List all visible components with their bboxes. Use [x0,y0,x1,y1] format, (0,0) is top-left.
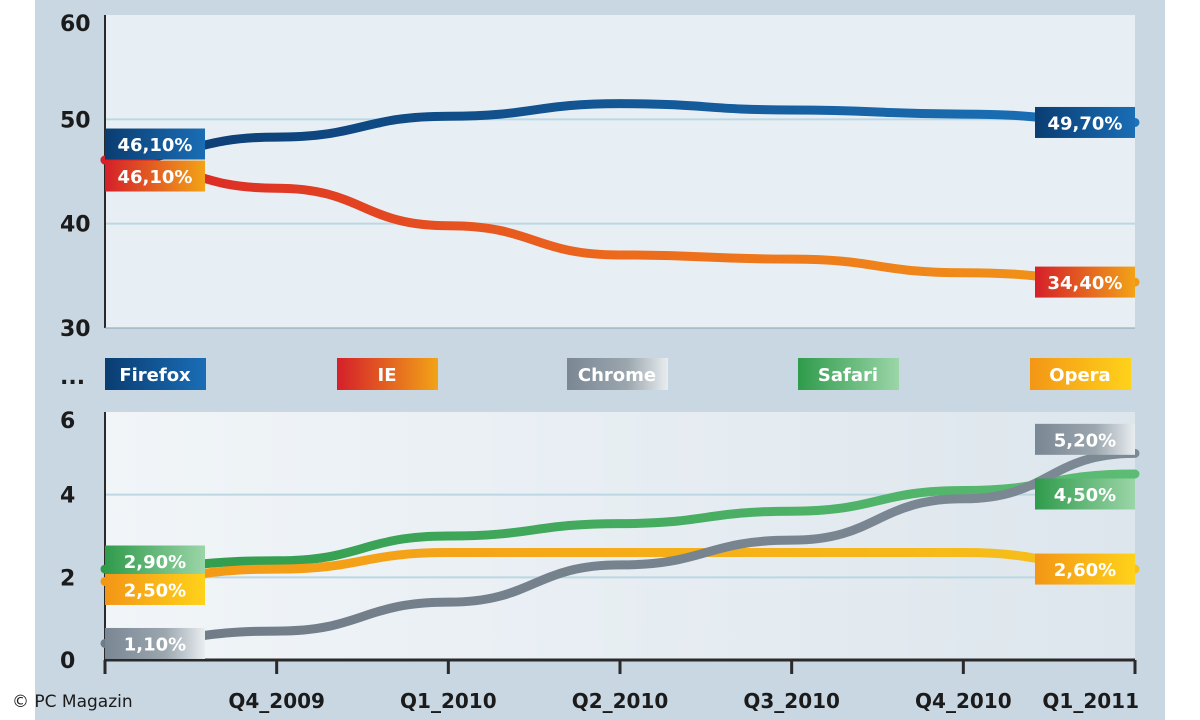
credit-text: © PC Magazin [12,692,133,712]
series-line-ie [100,155,1140,287]
value-label-safari-end: 4,50% [1035,478,1135,510]
svg-text:2,60%: 2,60% [1054,560,1116,581]
y-tick-label: 50 [60,108,91,133]
x-tick-label: Q4_2009 [228,689,325,713]
series-line-chrome [100,448,1140,648]
y-tick-label: 0 [60,649,75,674]
x-tick-label: Q1_2010 [400,689,497,713]
svg-text:46,10%: 46,10% [118,135,193,156]
svg-text:2,50%: 2,50% [124,580,186,601]
svg-text:46,10%: 46,10% [118,167,193,188]
svg-text:49,70%: 49,70% [1048,113,1123,134]
legend-label: Safari [818,365,878,386]
y-tick-label: 6 [60,409,75,434]
x-tick-label: Q4_2010 [915,689,1012,713]
legend-swatch [567,358,668,390]
top-plot-area [105,15,1135,328]
svg-text:5,20%: 5,20% [1054,430,1116,451]
legend-label: Opera [1049,365,1110,386]
bottom-plot-area [105,412,1135,660]
x-tick-label: Q3_2010 [743,689,840,713]
value-label-opera-end: 2,60% [1035,553,1135,585]
value-label-chrome-start: 1,10% [105,627,205,659]
legend-swatch [105,358,206,390]
legend-item-safari: Safari [798,358,899,390]
value-label-ie-start: 46,10% [105,160,205,192]
legend-label: IE [378,365,397,386]
y-tick-label: 30 [60,317,91,342]
legend-label: Chrome [578,365,656,386]
legend-swatch [798,358,899,390]
svg-text:2,90%: 2,90% [124,552,186,573]
legend-item-firefox: Firefox [105,358,206,390]
value-label-chrome-end: 5,20% [1035,423,1135,455]
value-label-firefox-end: 49,70% [1035,106,1135,138]
legend-swatch [337,358,438,390]
value-label-ie-end: 34,40% [1035,266,1135,298]
svg-text:4,50%: 4,50% [1054,485,1116,506]
svg-text:34,40%: 34,40% [1048,273,1123,294]
x-tick-label: Q1_2011 [1042,689,1139,713]
value-label-firefox-start: 46,10% [105,128,205,160]
value-label-opera-start: 2,50% [105,573,205,605]
legend-swatch [1030,358,1131,390]
y-tick-label: 2 [60,566,75,591]
y-tick-label: 60 [60,12,91,37]
legend-item-chrome: Chrome [567,358,668,390]
series-line-firefox [100,99,1140,165]
value-label-safari-start: 2,90% [105,545,205,577]
legend-item-opera: Opera [1030,358,1131,390]
legend-ellipsis: ... [60,365,85,390]
y-tick-label: 40 [60,213,91,238]
svg-text:1,10%: 1,10% [124,634,186,655]
series-line-safari [100,469,1140,574]
legend-item-ie: IE [337,358,438,390]
series-line-opera [100,548,1140,586]
legend-label: Firefox [119,365,191,386]
y-tick-label: 4 [60,484,75,509]
x-tick-label: Q2_2010 [572,689,669,713]
